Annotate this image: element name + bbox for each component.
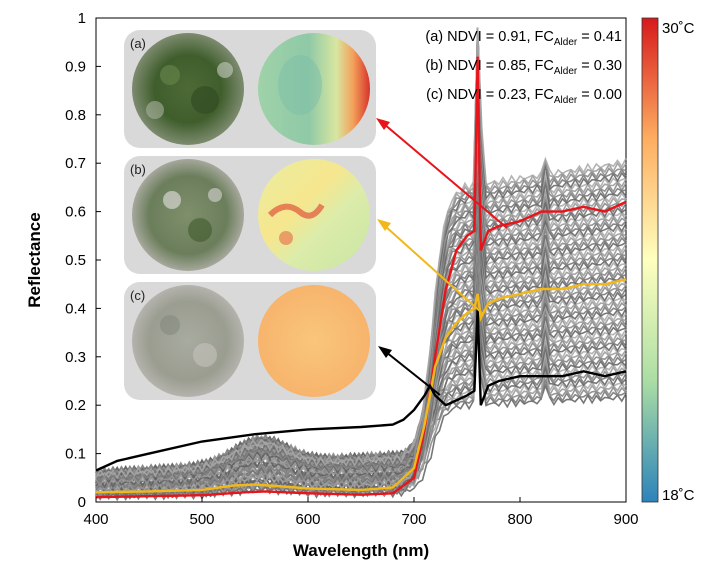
arrows [376,118,508,396]
arrow-b [384,225,483,314]
x-tick-label: 600 [295,511,320,528]
y-tick-label: 0.5 [65,252,86,269]
x-tick-label: 700 [401,511,426,528]
background-spectrum-line [95,51,627,496]
temperature-colorbar [641,17,659,503]
arrow-c [385,351,441,396]
y-axis-title: Reflectance [25,212,44,307]
highlighted-spectrum-line [95,308,627,472]
y-tick-label: 0.8 [65,107,86,124]
y-tick-label: 0.6 [65,204,86,221]
y-tick-label: 0 [78,494,86,511]
y-tick-label: 0.4 [65,300,86,317]
highlighted-spectrum-line [95,278,627,494]
thermal-image-c [258,285,370,397]
x-axis-title: Wavelength (nm) [293,541,429,560]
colorbar-max-label: 30˚C [662,20,695,37]
x-tick-label: 900 [613,511,638,528]
x-tick-label: 500 [189,511,214,528]
highlighted-spectrum-line [95,56,627,499]
y-tick-label: 0.1 [65,446,86,463]
inset-panel-a: (a) [124,30,376,148]
x-axis: 400 500 600 700 800 900 [83,497,639,528]
y-tick-label: 0.7 [65,155,86,172]
background-spectrum-line [95,65,627,481]
y-axis: 0 0.1 0.2 0.3 0.4 0.5 0.6 0.7 0.8 0.9 1 [65,10,101,511]
y-tick-label: 1 [78,10,86,27]
panel-label-b: (b) [130,162,146,177]
rgb-photo-a [132,33,244,145]
y-tick-label: 0.2 [65,397,86,414]
rgb-photo-b [132,159,244,271]
rgb-photo-c [132,285,244,397]
highlighted-spectra [95,56,627,499]
ndvi-annotation: (a) NDVI = 0.91, FCAlder = 0.41 [425,29,622,48]
inset-panel-b: (b) [124,156,376,274]
y-tick-label: 0.3 [65,349,86,366]
ndvi-annotation: (c) NDVI = 0.23, FCAlder = 0.00 [426,87,622,106]
background-spectrum-line [95,27,627,484]
colorbar-min-label: 18˚C [662,487,695,504]
panel-label-c: (c) [130,288,145,303]
background-spectrum-line [95,27,627,480]
ndvi-annotation: (b) NDVI = 0.85, FCAlder = 0.30 [425,58,622,77]
arrow-a [383,123,508,229]
background-spectrum-line [95,36,627,478]
panel-label-a: (a) [130,36,146,51]
x-tick-label: 800 [507,511,532,528]
background-spectrum-line [95,27,627,487]
background-spectrum-line [95,27,627,489]
x-tick-label: 400 [83,511,108,528]
y-tick-label: 0.9 [65,58,86,75]
ndvi-annotations: (a) NDVI = 0.91, FCAlder = 0.41 (b) NDVI … [425,29,622,106]
inset-panel-c: (c) [124,282,376,400]
background-spectrum-line [95,31,627,494]
